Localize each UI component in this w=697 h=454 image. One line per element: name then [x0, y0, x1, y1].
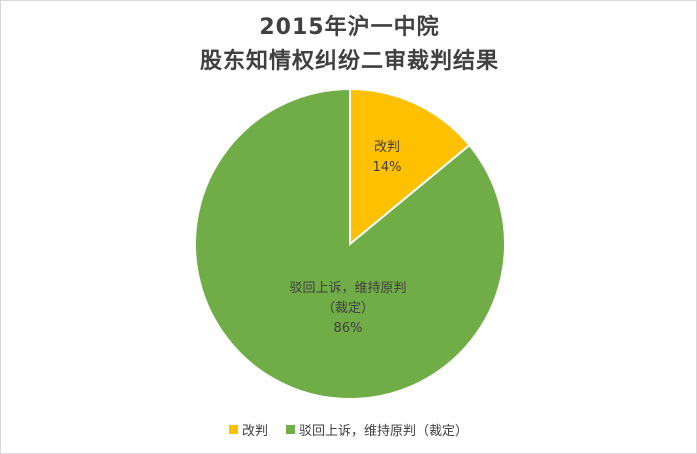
chart-title-line-1: 2015年沪一中院 — [259, 15, 440, 40]
data-label-1-line-1: （裁定） — [322, 300, 374, 316]
legend-label-upheld: 驳回上诉，维持原判（裁定） — [299, 424, 469, 439]
legend-label-revised: 改判 — [242, 424, 269, 439]
data-label-1-line-0: 驳回上诉，维持原判 — [289, 281, 406, 296]
chart-title-line-2: 股东知情权纠纷二审裁判结果 — [199, 49, 499, 74]
legend-item-upheld: 驳回上诉，维持原判（裁定） — [286, 420, 468, 439]
legend-swatch-upheld — [286, 425, 296, 434]
legend: 改判 驳回上诉，维持原判（裁定） — [229, 420, 486, 439]
data-label-0-line-1: 14% — [373, 160, 402, 175]
pie-slice-revised — [349, 87, 471, 247]
legend-item-revised: 改判 — [229, 420, 268, 439]
pie-slice-upheld — [194, 87, 506, 400]
data-label-1-line-2: 86% — [334, 321, 363, 336]
data-label-0-line-0: 改判 — [374, 140, 400, 155]
legend-swatch-revised — [229, 425, 238, 434]
